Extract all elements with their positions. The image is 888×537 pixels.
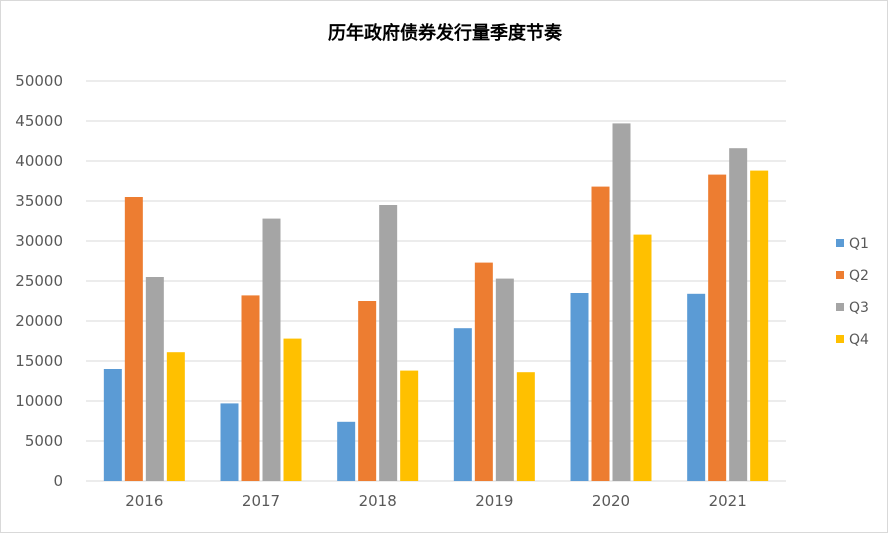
y-tick-label: 5000 (25, 432, 63, 450)
legend-swatch-q2 (836, 271, 844, 279)
y-tick-label: 20000 (15, 312, 63, 330)
bar-q4-2020 (633, 234, 652, 481)
bar-q4-2018 (400, 370, 419, 481)
legend-swatch-q4 (836, 335, 844, 343)
bar-q1-2019 (453, 328, 472, 481)
bar-q2-2021 (708, 174, 727, 481)
bar-q2-2017 (241, 295, 260, 481)
y-tick-label: 15000 (15, 352, 63, 370)
legend-label-q4: Q4 (849, 332, 869, 348)
y-tick-label: 50000 (15, 72, 63, 90)
bar-q1-2020 (570, 293, 589, 481)
bar-q3-2021 (729, 148, 748, 481)
x-tick-label: 2018 (359, 492, 397, 510)
bar-q3-2020 (612, 123, 631, 482)
y-tick-label: 40000 (15, 152, 63, 170)
y-tick-label: 0 (53, 472, 63, 490)
y-tick-label: 10000 (15, 392, 63, 410)
bar-q1-2021 (687, 293, 706, 481)
x-tick-label: 2016 (125, 492, 163, 510)
x-tick-label: 2020 (592, 492, 630, 510)
bar-q3-2016 (145, 277, 164, 481)
legend-label-q3: Q3 (849, 300, 869, 316)
y-tick-label: 45000 (15, 112, 63, 130)
bar-q2-2019 (474, 262, 493, 481)
bar-q3-2017 (262, 218, 281, 481)
bars (103, 123, 769, 482)
x-tick-label: 2021 (709, 492, 747, 510)
y-tick-label: 30000 (15, 232, 63, 250)
legend-label-q2: Q2 (849, 268, 869, 284)
legend-swatch-q1 (836, 239, 844, 247)
bar-q3-2019 (495, 278, 514, 481)
chart-title: 历年政府债券发行量季度节奏 (328, 22, 563, 44)
bar-q1-2017 (220, 403, 239, 481)
y-tick-label: 35000 (15, 192, 63, 210)
legend-label-q1: Q1 (849, 236, 869, 252)
bar-q2-2018 (358, 301, 377, 481)
gridlines (86, 80, 786, 482)
y-axis: 0 5000 10000 15000 20000 25000 30000 35000 40000… (15, 72, 63, 490)
bar-q3-2018 (379, 205, 398, 481)
bar-q4-2021 (750, 170, 769, 481)
x-tick-label: 2019 (475, 492, 513, 510)
bar-q2-2020 (591, 186, 610, 481)
bar-q1-2016 (103, 369, 122, 481)
x-axis: 2016 2017 2018 2019 2020 2021 (125, 492, 747, 510)
bar-q4-2016 (166, 352, 185, 481)
legend: Q1 Q2 Q3 Q4 (836, 236, 869, 348)
x-tick-label: 2017 (242, 492, 280, 510)
legend-swatch-q3 (836, 303, 844, 311)
bar-q2-2016 (124, 197, 143, 481)
bar-q4-2019 (516, 372, 535, 481)
y-tick-label: 25000 (15, 272, 63, 290)
bar-q4-2017 (283, 338, 302, 481)
bar-q1-2018 (337, 421, 356, 481)
